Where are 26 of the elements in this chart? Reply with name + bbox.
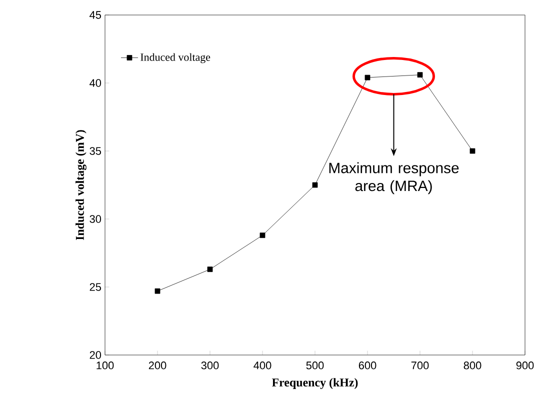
x-tick-label: 600 (358, 362, 376, 370)
point (470, 148, 476, 154)
point (207, 266, 213, 272)
y-tick-label: 30 (90, 215, 102, 223)
y-tick-label: 25 (90, 283, 102, 291)
y-tick-label: 35 (90, 147, 102, 155)
point (417, 72, 423, 78)
y-axis-title: Induced voltage (mV) (76, 130, 86, 240)
point (154, 288, 160, 294)
x-axis-title: Frequency (kHz) (272, 378, 358, 389)
annotation: Maximum response area (MRA) (329, 162, 459, 194)
point (364, 74, 370, 80)
x-tick-label: 100 (96, 362, 114, 370)
y-tick-label: 40 (90, 79, 102, 87)
x-tick-label: 500 (306, 362, 324, 370)
point (260, 232, 266, 238)
y-tick-label: 20 (90, 351, 102, 359)
x-tick-label: 900 (516, 362, 534, 370)
y-tick-label: 45 (90, 11, 102, 19)
x-tick-label: 200 (148, 362, 166, 370)
point (312, 182, 318, 188)
x-tick-label: 800 (464, 362, 482, 370)
x-tick-label: 300 (201, 362, 219, 370)
x-tick-label: 400 (254, 362, 272, 370)
legend-label: Induced voltage (140, 53, 210, 64)
x-tick-label: 700 (411, 362, 429, 370)
